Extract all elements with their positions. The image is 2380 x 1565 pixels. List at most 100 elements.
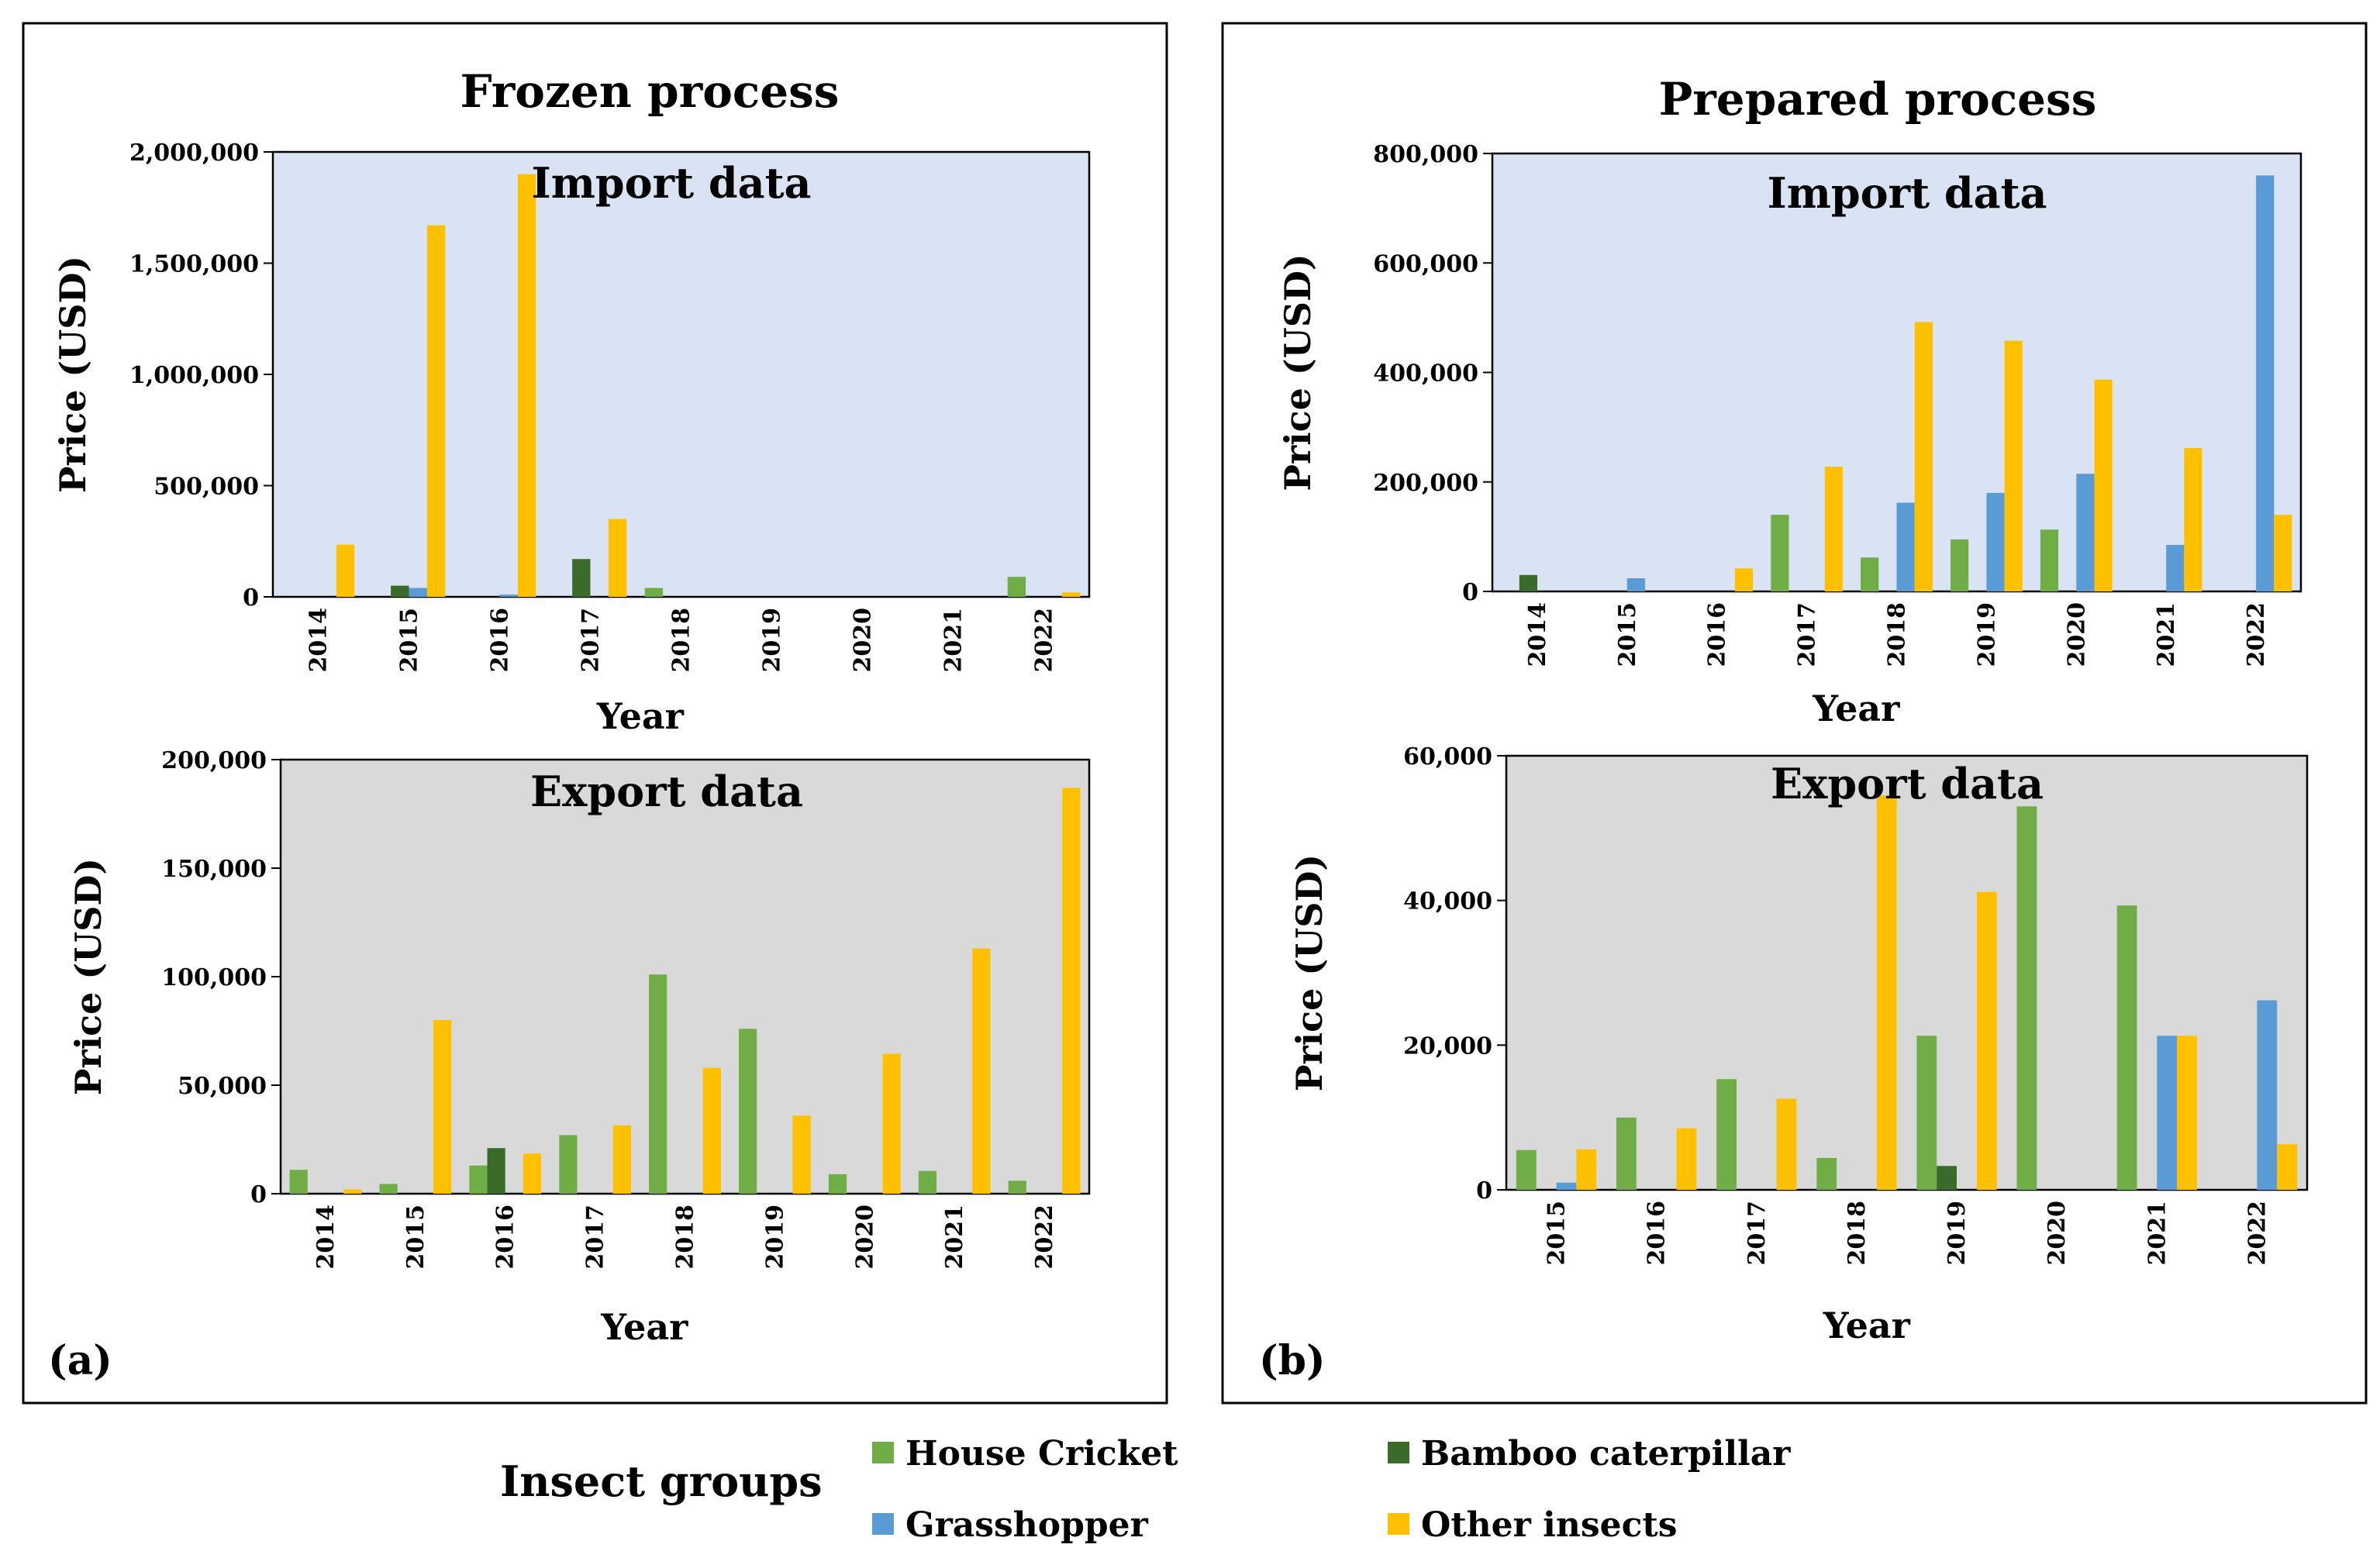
b-export-xtick-label-2019: 2019 [1944,1201,1971,1266]
b-export-ytick-label-1: 20,000 [1403,1032,1492,1060]
a-export-ytick-label-1: 50,000 [178,1073,267,1100]
bar-b-export-other-insects-2021 [2177,1036,2197,1190]
b-import-xtick-label-2015: 2015 [1614,602,1641,667]
a-export-xtick-label-2022: 2022 [1031,1205,1058,1270]
bar-a-export-other-insects-2021 [972,948,991,1194]
bar-a-import-other-insects-2016 [517,174,536,597]
panel-a-title: Frozen process [460,65,840,118]
bar-b-export-house-cricket-2021 [2116,905,2137,1190]
bar-b-import-house-cricket-2018 [1861,557,1879,591]
a-import-xtick-label-2017: 2017 [578,608,605,673]
b-import-ytick-label-0: 0 [1462,579,1478,606]
b-export-xtick-label-2022: 2022 [2244,1201,2271,1266]
b-import-xlabel: Year [1812,688,1900,729]
a-export-xtick-label-2021: 2021 [941,1205,968,1270]
bar-a-import-bamboo-caterpillar-2015 [391,585,409,597]
panel-a-label: (a) [48,1337,112,1384]
a-import-xtick-label-2021: 2021 [940,608,968,673]
legend-swatch-house-cricket [872,1442,894,1463]
bar-b-import-other-insects-2017 [1824,467,1843,591]
bar-a-import-bamboo-caterpillar-2017 [572,559,591,597]
a-export-xtick-label-2019: 2019 [761,1205,788,1270]
bar-a-import-grasshopper-2015 [409,588,427,597]
b-import-xtick-label-2018: 2018 [1884,602,1911,667]
b-import-xtick-label-2017: 2017 [1794,602,1821,667]
legend-swatch-grasshopper [872,1513,894,1535]
legend-label-grasshopper: Grasshopper [905,1505,1149,1545]
bar-a-import-grasshopper-2016 [499,595,518,597]
a-import-ytick-label-2: 1,000,000 [129,362,259,389]
b-export-xtick-label-2018: 2018 [1844,1201,1871,1266]
bar-b-import-grasshopper-2020 [2076,474,2095,591]
bar-a-export-other-insects-2020 [882,1053,901,1194]
bar-a-export-house-cricket-2018 [649,974,667,1194]
a-import-plot-area [271,150,1091,598]
b-import-chart-title: Import data [1767,168,2047,218]
a-import-xtick-label-2016: 2016 [487,608,514,673]
bar-b-import-grasshopper-2021 [2166,545,2185,591]
bar-b-import-grasshopper-2022 [2256,175,2275,592]
bar-b-export-house-cricket-2018 [1816,1157,1837,1190]
bar-a-import-other-insects-2015 [426,225,446,597]
b-export-chart-title: Export data [1771,759,2044,808]
a-export-xtick-label-2018: 2018 [672,1205,699,1270]
bar-b-export-grasshopper-2022 [2257,1000,2278,1190]
a-import-xlabel: Year [596,695,685,737]
b-export-ytick-label-2: 40,000 [1403,888,1492,915]
bar-a-import-house-cricket-2022 [1007,577,1026,597]
bar-b-export-house-cricket-2017 [1716,1079,1737,1190]
b-export-xlabel: Year [1823,1305,1911,1346]
b-import-ylabel: Price (USD) [1277,253,1319,491]
a-export-plot-area [279,758,1091,1195]
bar-b-export-other-insects-2019 [1976,891,1997,1190]
bar-a-export-house-cricket-2021 [918,1170,936,1194]
bar-b-import-house-cricket-2020 [2040,529,2059,591]
bar-b-import-house-cricket-2019 [1951,539,1969,591]
b-export-xtick-label-2021: 2021 [2144,1201,2171,1266]
b-import-ytick-label-4: 800,000 [1373,141,1478,168]
a-export-ytick-label-4: 200,000 [161,747,267,774]
a-import-ytick-label-4: 2,000,000 [129,140,259,167]
bar-a-export-bamboo-caterpillar-2016 [487,1148,505,1194]
bar-b-import-grasshopper-2018 [1896,502,1915,591]
bar-b-import-grasshopper-2019 [1986,492,2005,591]
bar-a-import-other-insects-2017 [608,519,627,597]
bar-a-export-house-cricket-2017 [559,1135,578,1194]
bar-b-import-grasshopper-2015 [1626,578,1645,591]
legend-swatch-other-insects [1388,1513,1409,1535]
a-export-xtick-label-2017: 2017 [582,1205,609,1270]
a-export-chart-title: Export data [530,767,803,816]
bar-b-import-other-insects-2021 [2184,448,2202,591]
a-import-ytick-label-3: 1,500,000 [129,251,259,278]
bar-a-export-house-cricket-2014 [289,1170,308,1194]
bar-b-export-other-insects-2016 [1676,1128,1697,1190]
legend-label-house-cricket: House Cricket [905,1434,1178,1474]
b-export-xtick-label-2017: 2017 [1744,1201,1771,1266]
bar-a-import-other-insects-2014 [336,544,355,597]
b-import-xtick-label-2022: 2022 [2243,602,2270,667]
bar-a-export-house-cricket-2020 [828,1174,847,1194]
bar-b-import-other-insects-2020 [2094,379,2113,591]
chart-prepared-export: 0 20,000 40,000 60,000 2015 2016 2017 2018 2019 2… [1288,743,2309,1346]
bar-a-import-house-cricket-2018 [644,588,664,597]
chart-prepared-import: 0 200,000 400,000 600,000 800,000 2014 2015 201… [1277,141,2302,729]
a-import-ytick-label-1: 500,000 [153,474,259,501]
bar-b-import-other-insects-2016 [1734,568,1754,591]
bar-a-export-house-cricket-2022 [1008,1181,1026,1194]
panel-b-label: (b) [1259,1337,1326,1384]
a-export-xtick-label-2020: 2020 [851,1205,878,1270]
a-import-xtick-label-2018: 2018 [668,608,695,673]
b-import-xtick-label-2021: 2021 [2153,602,2180,667]
bar-b-export-other-insects-2015 [1576,1149,1597,1190]
b-import-ytick-label-2: 400,000 [1373,360,1478,388]
chart-frozen-export: 0 50,000 100,000 150,000 200,000 2014 2015 2016… [67,747,1091,1348]
a-export-ytick-label-0: 0 [250,1181,267,1208]
chart-frozen-import: 0 500,000 1,000,000 1,500,000 2,000,000 2014 2… [52,140,1091,737]
bar-b-import-bamboo-caterpillar-2014 [1519,574,1537,591]
legend-label-other-insects: Other insects [1421,1505,1678,1545]
bar-b-import-other-insects-2022 [2274,515,2292,591]
bar-b-export-house-cricket-2016 [1616,1117,1637,1190]
a-export-xtick-label-2015: 2015 [402,1205,429,1270]
b-export-xtick-label-2020: 2020 [2044,1201,2071,1266]
